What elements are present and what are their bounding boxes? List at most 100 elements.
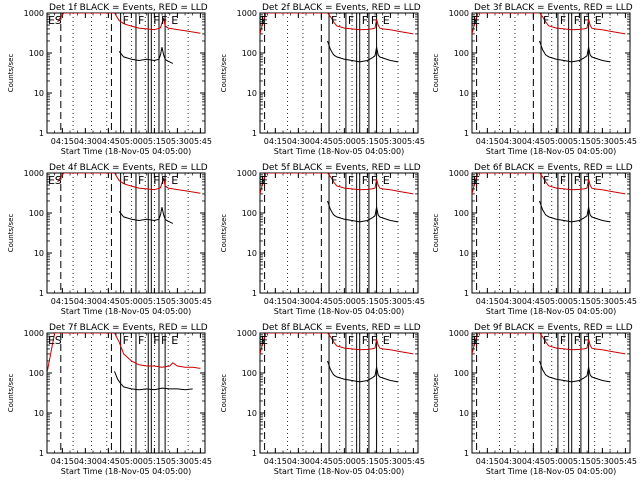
x-axis-label: Start Time (18-Nov-05 04:05:00) <box>486 467 616 476</box>
x-axis-label: Start Time (18-Nov-05 04:05:00) <box>274 467 404 476</box>
x-tick-label: 04:15 <box>264 297 287 306</box>
x-tick-label: 04:15 <box>51 457 74 466</box>
annotation-label: F <box>348 174 354 187</box>
data-series-group <box>260 333 414 383</box>
annotation-label: F <box>543 334 549 347</box>
annotation-label: S <box>259 174 266 187</box>
annotation-label: F <box>543 174 549 187</box>
x-tick-label: 04:15 <box>264 137 287 146</box>
annotation-label: E <box>595 334 602 347</box>
annotation-label: F <box>153 334 159 347</box>
x-axis-label: Start Time (18-Nov-05 04:05:00) <box>486 307 616 316</box>
annotation-label: S <box>471 14 478 27</box>
y-tick-label: 100 <box>29 369 44 378</box>
plot-frame <box>471 12 631 134</box>
plot-frame <box>259 332 419 454</box>
x-tick-label: 05:45 <box>614 297 637 306</box>
annotation-label: S <box>55 14 62 27</box>
x-tick-label: 04:45 <box>97 137 120 146</box>
annotation-label: F <box>583 334 589 347</box>
y-tick-label: 1 <box>464 449 469 458</box>
y-tick-label: 100 <box>29 49 44 58</box>
x-tick-label: 04:15 <box>476 137 499 146</box>
x-tick-label: 05:15 <box>356 457 379 466</box>
x-tick-label: 04:30 <box>287 297 310 306</box>
x-tick-label: 05:00 <box>333 297 356 306</box>
annotation-label: E <box>473 174 480 187</box>
x-tick-label: 05:45 <box>614 137 637 146</box>
plot-frame <box>46 172 206 294</box>
annotation-label: E <box>595 14 602 27</box>
y-tick-label: 100 <box>242 369 257 378</box>
x-tick-label: 05:15 <box>143 457 166 466</box>
series-line-red <box>472 173 626 195</box>
annotation-label: E <box>261 334 268 347</box>
annotation-label: F <box>348 14 354 27</box>
annotation-label: F <box>161 174 167 187</box>
chart-panel-4: Det 4f BLACK = Events, RED = LLD Counts/s… <box>7 163 212 316</box>
plot-frame <box>471 332 631 454</box>
x-tick-label: 05:45 <box>402 457 425 466</box>
series-line-red <box>260 173 414 195</box>
chart-panel-2: Det 2f BLACK = Events, RED = LLD Counts/s… <box>220 3 425 156</box>
x-tick-label: 04:15 <box>264 457 287 466</box>
x-axis-label: Start Time (18-Nov-05 04:05:00) <box>61 307 191 316</box>
y-axis-label: Counts/sec <box>7 54 15 93</box>
y-tick-label: 100 <box>454 369 469 378</box>
annotation-label: E <box>595 174 602 187</box>
y-tick-label: 10 <box>34 89 44 98</box>
series-line-black <box>118 207 174 224</box>
annotation-label: F <box>153 14 159 27</box>
series-line-black <box>539 200 611 223</box>
data-series-group <box>260 173 414 223</box>
annotation-label: E <box>171 334 178 347</box>
data-series-group <box>57 13 201 64</box>
x-tick-label: 05:00 <box>333 457 356 466</box>
series-line-black <box>327 200 399 223</box>
annotation-label: F <box>123 14 129 27</box>
annotation-label: F <box>574 334 580 347</box>
chart-panel-8: Det 8f BLACK = Events, RED = LLD Counts/s… <box>220 323 425 476</box>
annotation-label: F <box>161 14 167 27</box>
annotation-label: F <box>348 334 354 347</box>
y-tick-label: 1 <box>252 449 257 458</box>
x-tick-label: 04:30 <box>499 297 522 306</box>
annotation-label: S <box>259 14 266 27</box>
y-tick-label: 100 <box>454 209 469 218</box>
annotation-label: F <box>331 14 337 27</box>
annotation-label: S <box>471 334 478 347</box>
annotation-label: E <box>261 14 268 27</box>
annotation-label: S <box>55 174 62 187</box>
series-line-red <box>57 173 201 194</box>
x-tick-label: 05:00 <box>120 297 143 306</box>
annotation-label: F <box>560 174 566 187</box>
x-tick-label: 05:00 <box>545 137 568 146</box>
series-line-red <box>472 13 626 35</box>
y-tick-label: 1 <box>464 129 469 138</box>
x-tick-label: 05:45 <box>189 457 212 466</box>
annotation-label: E <box>171 174 178 187</box>
plot-frame <box>46 332 206 454</box>
x-tick-label: 05:15 <box>568 297 591 306</box>
x-tick-label: 04:30 <box>74 457 97 466</box>
y-tick-label: 1 <box>39 129 44 138</box>
annotation-label: F <box>362 14 368 27</box>
y-tick-label: 10 <box>459 89 469 98</box>
annotation-label: F <box>574 174 580 187</box>
series-line-black <box>539 360 611 383</box>
y-tick-label: 10 <box>459 409 469 418</box>
y-tick-label: 1000 <box>237 329 257 338</box>
series-line-red <box>472 333 626 355</box>
data-series-group <box>47 333 201 391</box>
series-line-red <box>57 13 201 34</box>
data-series-group <box>472 13 626 63</box>
chart-title: Det 7f BLACK = Events, RED = LLD <box>49 323 208 333</box>
x-tick-label: 05:00 <box>120 457 143 466</box>
annotation-label: E <box>48 174 55 187</box>
chart-panel-6: Det 6f BLACK = Events, RED = LLD Counts/s… <box>432 163 637 316</box>
y-axis-label: Counts/sec <box>432 214 440 253</box>
annotation-label: E <box>48 14 55 27</box>
y-axis-label: Counts/sec <box>432 54 440 93</box>
x-axis-label: Start Time (18-Nov-05 04:05:00) <box>61 467 191 476</box>
